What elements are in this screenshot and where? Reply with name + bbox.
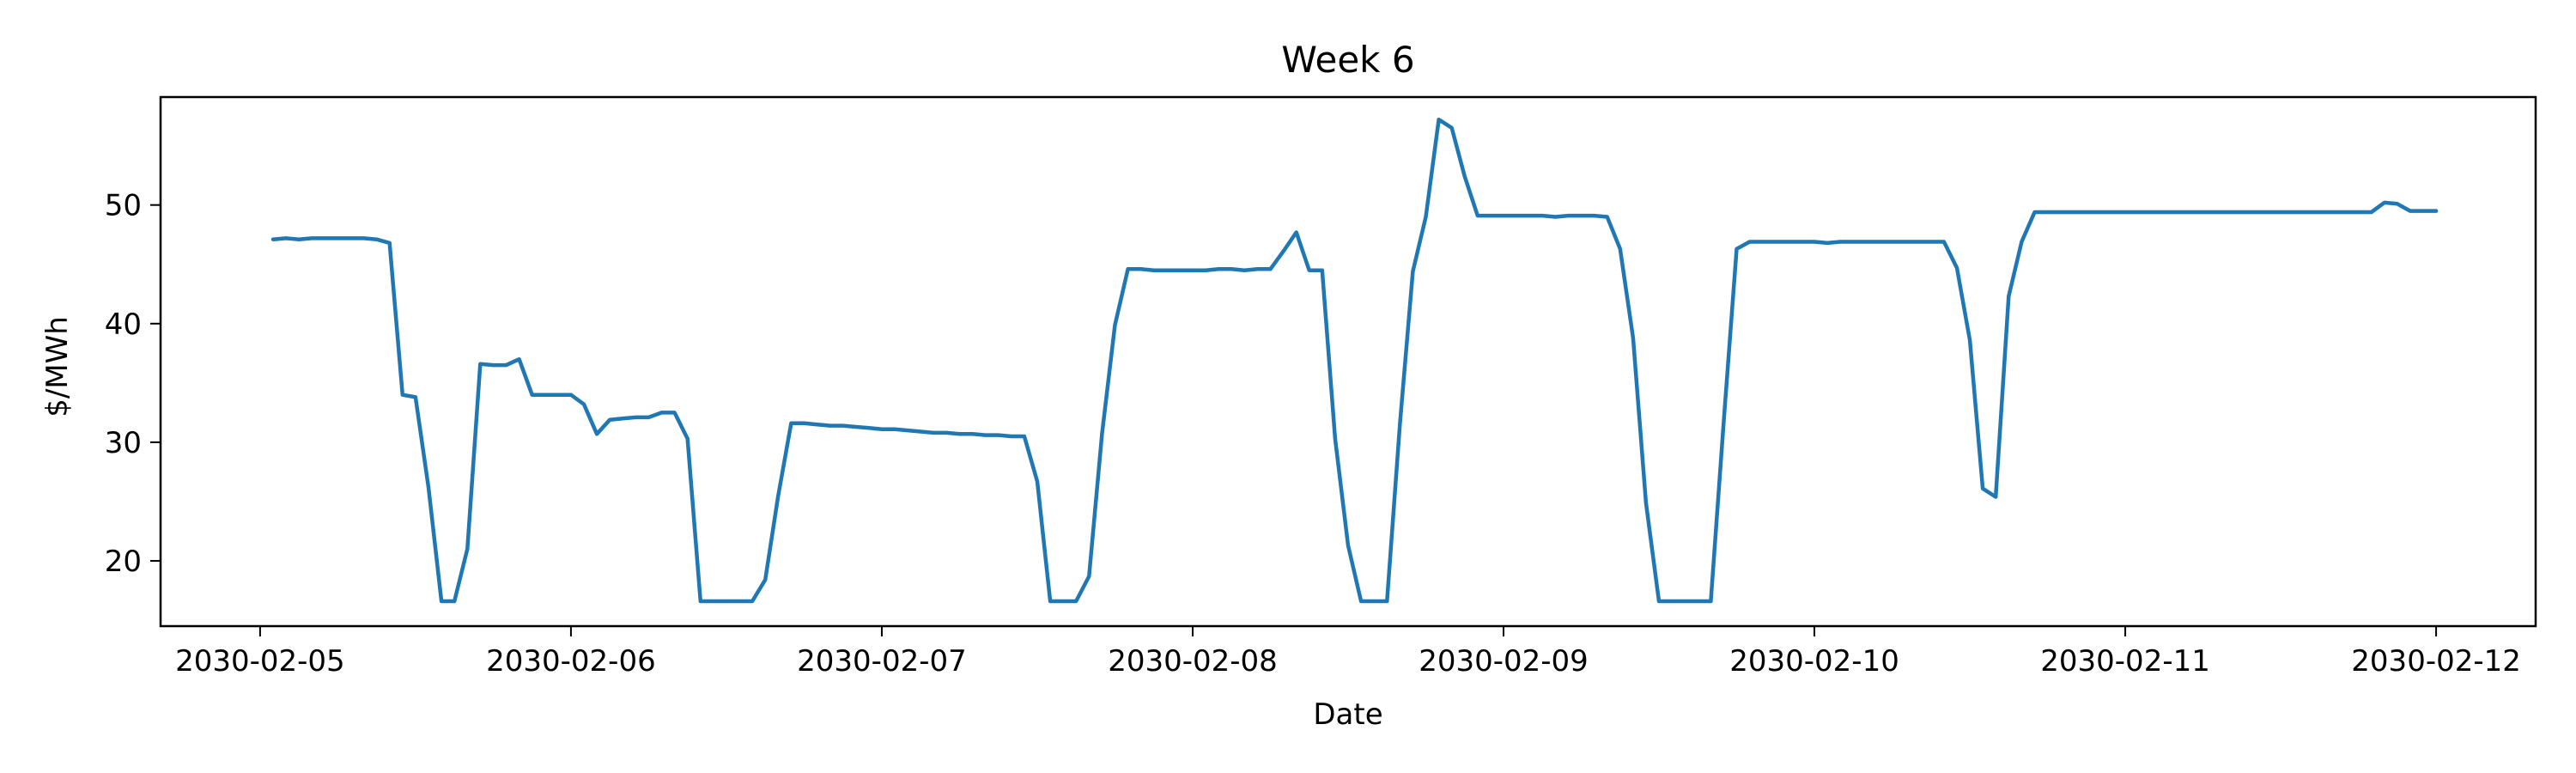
y-axis-ticks: 20 30 40 50: [105, 189, 161, 579]
x-tick-label: 2030-02-06: [486, 644, 656, 679]
y-tick-label: 20: [105, 545, 142, 579]
y-tick-label: 30: [105, 426, 142, 460]
x-tick-label: 2030-02-09: [1419, 644, 1589, 679]
x-tick-label: 2030-02-12: [2351, 644, 2521, 679]
x-tick-label: 2030-02-08: [1108, 644, 1278, 679]
x-tick-label: 2030-02-05: [175, 644, 345, 679]
y-tick-label: 50: [105, 189, 142, 223]
x-axis-label: Date: [1313, 697, 1382, 732]
x-tick-label: 2030-02-07: [797, 644, 967, 679]
price-series-line: [270, 117, 2439, 604]
chart-title: Week 6: [1281, 39, 1414, 81]
x-tick-label: 2030-02-11: [2040, 644, 2210, 679]
plot-frame: [159, 95, 2537, 628]
y-tick-label: 40: [105, 307, 142, 342]
y-axis-label: $/MWh: [40, 316, 75, 417]
x-tick-label: 2030-02-10: [1729, 644, 1899, 679]
x-axis-ticks: 2030-02-05 2030-02-06 2030-02-07 2030-02-08…: [175, 626, 2521, 679]
